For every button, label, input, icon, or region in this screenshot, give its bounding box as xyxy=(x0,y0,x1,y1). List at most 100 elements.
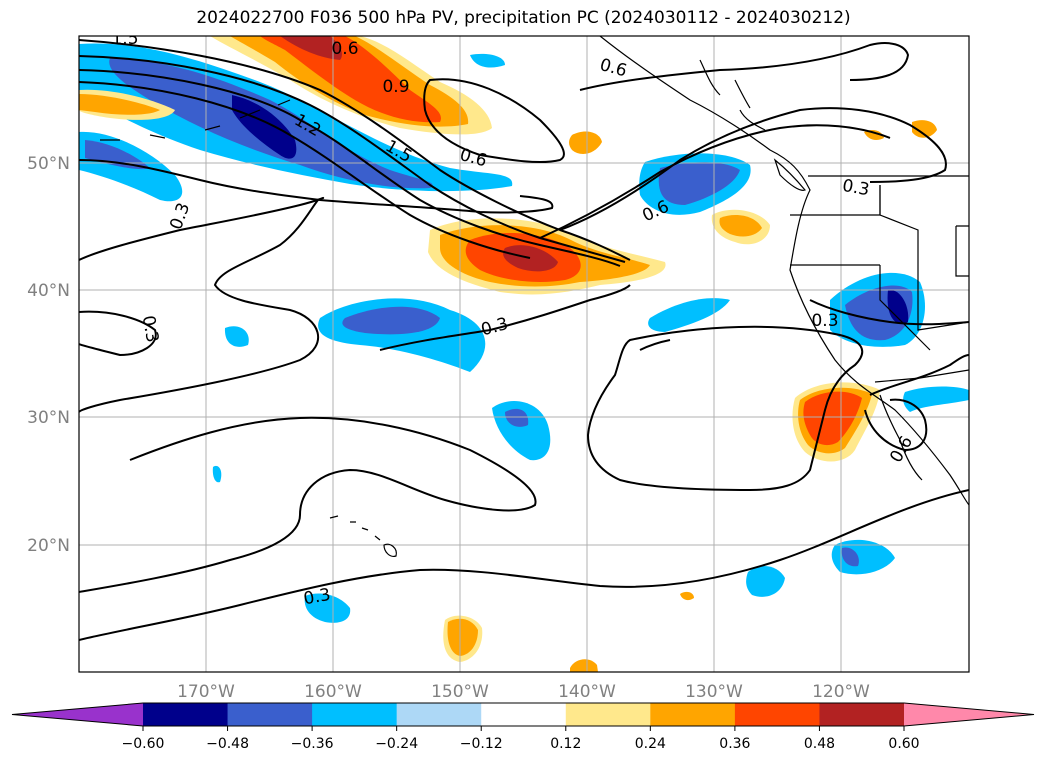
colorbar-segment xyxy=(227,703,313,726)
precip-positive-south-1-core xyxy=(447,618,478,656)
coastline-vancouver-island xyxy=(773,158,806,191)
precip-positive-south-3 xyxy=(680,591,694,601)
colorbar-tick-label: 0.60 xyxy=(888,736,919,752)
pv-contour-10 xyxy=(79,196,325,413)
colorbar-tick-label: −0.12 xyxy=(460,736,503,752)
lon-label: 130°W xyxy=(685,682,743,702)
pv-contour-2 xyxy=(79,55,626,263)
precip-positive-gulf-alaska-max xyxy=(280,36,342,60)
map-title: 2024022700 F036 500 hPa PV, precipitatio… xyxy=(196,8,851,28)
pv-contour-3 xyxy=(79,69,621,267)
hawaiian-islands xyxy=(329,515,397,557)
precip-negative-bc-core xyxy=(658,162,740,205)
precip-negative-south xyxy=(304,593,351,623)
lon-label: 120°W xyxy=(812,682,870,702)
colorbar-segment xyxy=(819,703,905,726)
lat-label: 50°N xyxy=(27,154,70,174)
lon-label: 160°W xyxy=(304,682,362,702)
pv-contour-12 xyxy=(379,284,631,351)
precip-positive-small-2-core xyxy=(719,215,762,237)
colorbar-extend-max xyxy=(904,703,1034,726)
colorbar-segment xyxy=(481,703,567,726)
precip-positive-small-4 xyxy=(864,130,884,140)
precip-positive-small-1 xyxy=(569,131,602,154)
pv-contour-9 xyxy=(579,42,910,91)
border-idaho-montana xyxy=(879,185,919,265)
coastline-aleutians xyxy=(100,99,291,141)
precip-negative-small-4 xyxy=(212,465,222,483)
pv-contour-7 xyxy=(539,124,891,239)
precip-positive-baja-high xyxy=(803,391,862,446)
contour-label: 0.3 xyxy=(302,585,332,609)
precip-positive-west-aleutian-core xyxy=(79,94,160,115)
precip-positive-mid-pacific-max xyxy=(503,245,558,272)
precip-positive-south-2 xyxy=(570,659,598,672)
map-frame xyxy=(78,35,970,673)
precip-positive-small-3 xyxy=(912,120,937,138)
colorbar-tick-label: 0.48 xyxy=(804,736,835,752)
pv-contour-19 xyxy=(639,339,671,351)
precip-shading xyxy=(79,36,969,672)
graticule xyxy=(79,36,969,672)
pv-contour-17 xyxy=(864,398,928,452)
lon-label: 150°W xyxy=(431,682,489,702)
contour-label: 0.3 xyxy=(811,311,838,331)
coastline-baja xyxy=(879,394,923,481)
lat-label: 40°N xyxy=(27,281,70,301)
colorbar-tick-label: −0.24 xyxy=(375,736,418,752)
pv-contour-14 xyxy=(586,325,864,492)
precip-negative-mexico-1-core xyxy=(841,547,859,567)
pv-contour-8 xyxy=(423,78,565,164)
colorbar-tick-label: 0.12 xyxy=(550,736,581,752)
precip-negative-mexico-3 xyxy=(903,386,969,412)
latitude-labels: 50°N 40°N 30°N 20°N xyxy=(27,154,70,556)
precip-negative-california-max xyxy=(887,289,909,324)
colorbar-segment xyxy=(650,703,736,726)
pv-contours xyxy=(79,39,969,641)
contour-label: 0.9 xyxy=(382,77,409,97)
precip-negative-small-2-core xyxy=(505,408,529,427)
lon-label: 140°W xyxy=(558,682,616,702)
contour-label: 0.6 xyxy=(331,39,358,59)
colorbar-tick-label: 0.24 xyxy=(635,736,666,752)
precip-negative-small-1 xyxy=(224,326,249,347)
coastline-alaska-islands xyxy=(699,59,766,131)
contour-label: 0.3 xyxy=(138,314,162,344)
contour-label: 0.3 xyxy=(841,176,871,200)
pv-contour-15 xyxy=(79,489,969,641)
lat-label: 20°N xyxy=(27,536,70,556)
precip-negative-mexico-2 xyxy=(746,566,785,597)
precip-negative-small-3 xyxy=(648,298,730,332)
pv-contour-6 xyxy=(559,107,947,231)
precip-negative-aleutian-max xyxy=(232,95,297,159)
pv-contour-16 xyxy=(869,354,969,396)
precip-negative-small-5 xyxy=(470,53,505,68)
coastline-alaska-panhandle xyxy=(599,36,969,506)
contour-label: 1.5 xyxy=(111,29,138,49)
colorbar: −0.60 −0.48 −0.36 −0.24 −0.12 0.12 0.24 0.36 0.4… xyxy=(11,702,1035,752)
border-wyoming xyxy=(955,225,969,277)
colorbar-extend-min xyxy=(12,703,143,726)
colorbar-segment xyxy=(396,703,482,726)
coastlines xyxy=(100,36,969,506)
border-california-nevada xyxy=(879,265,931,351)
precip-positive-gulf-alaska-high xyxy=(260,36,441,123)
colorbar-tick-label: −0.36 xyxy=(291,736,334,752)
pv-contour-1 xyxy=(79,39,631,261)
colorbar-segment xyxy=(143,703,229,726)
colorbar-tick-label: 0.36 xyxy=(719,736,750,752)
colorbar-tick-label: −0.48 xyxy=(206,736,249,752)
precip-negative-central-core xyxy=(342,306,440,335)
pv-contour-11 xyxy=(79,310,157,357)
colorbar-segment xyxy=(734,703,820,726)
pv-contour-18 xyxy=(809,299,969,326)
longitude-labels: 170°W 160°W 150°W 140°W 130°W 120°W xyxy=(177,682,870,702)
colorbar-segment xyxy=(565,703,651,726)
pv-contour-5 xyxy=(79,159,554,214)
pv-contour-4 xyxy=(79,81,531,259)
colorbar-segment xyxy=(312,703,398,726)
pv-contour-13 xyxy=(79,416,537,593)
lat-label: 30°N xyxy=(27,408,70,428)
colorbar-tick-label: −0.60 xyxy=(122,736,165,752)
